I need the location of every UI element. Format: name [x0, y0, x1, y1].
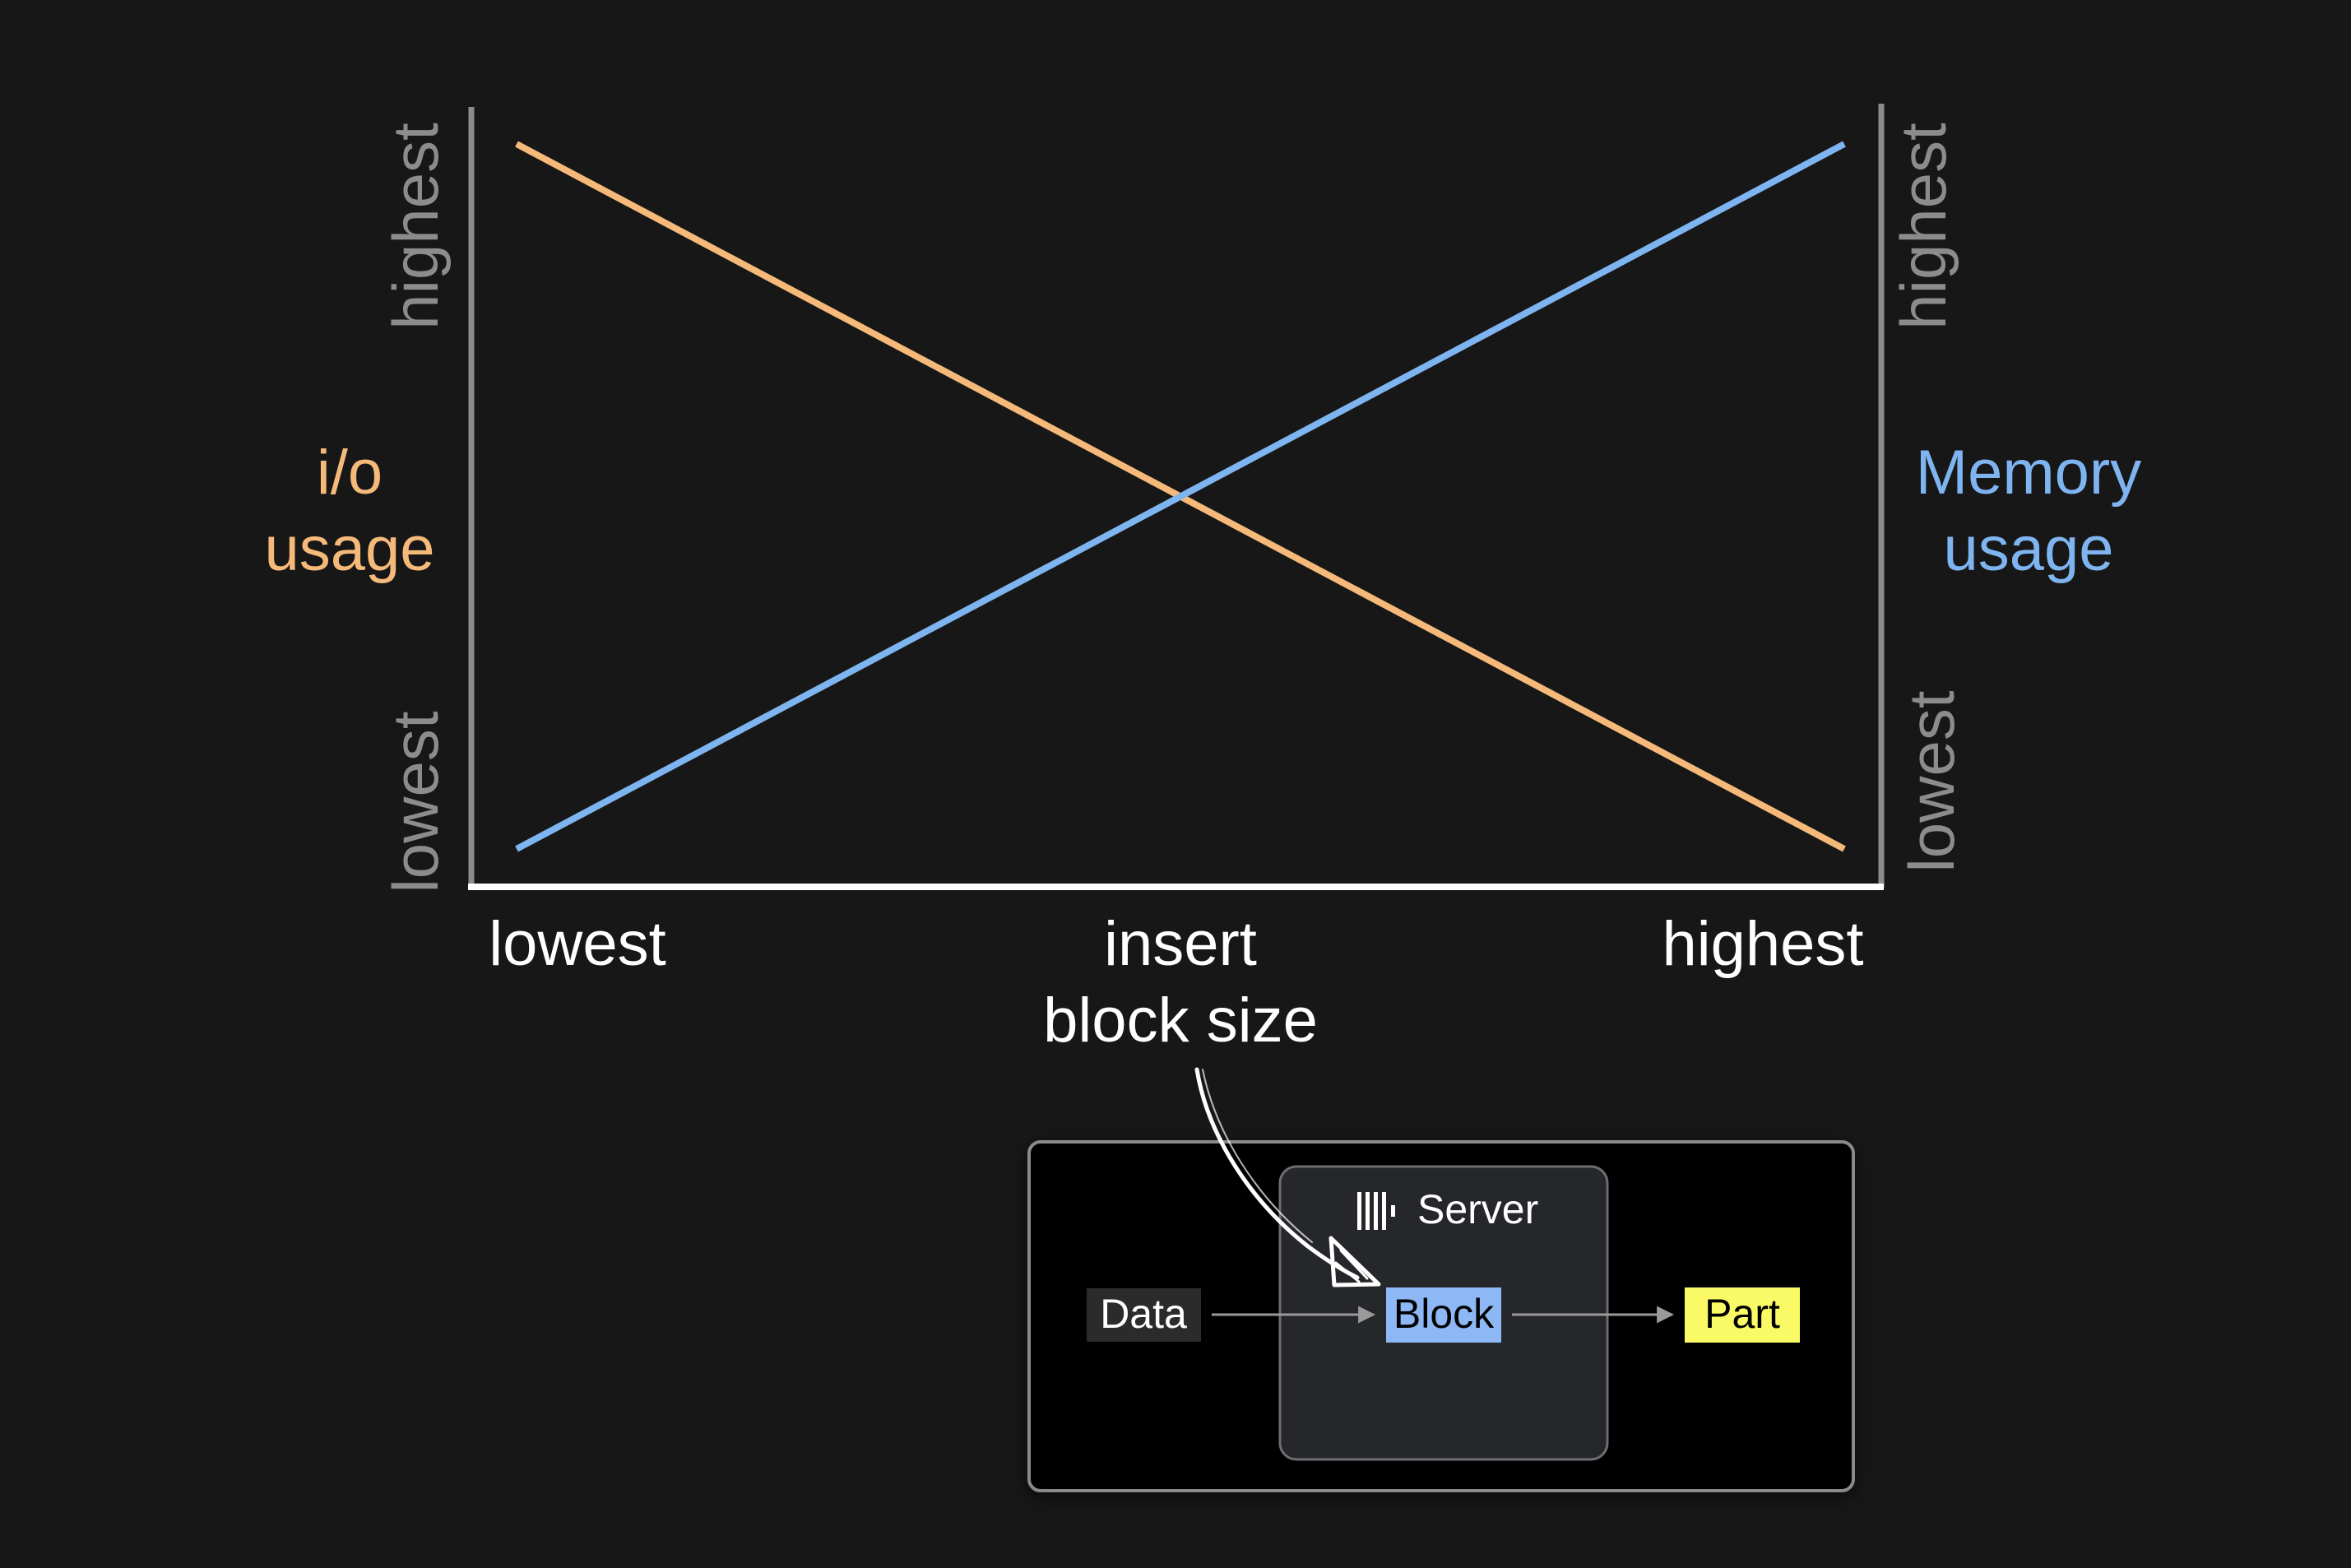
- io-usage-label-line2: usage: [264, 514, 434, 584]
- part-box: [1685, 1287, 1800, 1343]
- x-axis-title-line1: insert: [1104, 909, 1257, 979]
- x-axis-high-label: highest: [1662, 909, 1863, 979]
- server-label: Server: [1417, 1186, 1538, 1232]
- clickhouse-logo-icon: [1357, 1192, 1395, 1230]
- left-axis-high-label: highest: [379, 123, 452, 330]
- right-axis-high-label: highest: [1887, 123, 1959, 330]
- io-usage-label-line1: i/o: [317, 438, 383, 508]
- block-label: Block: [1393, 1291, 1495, 1337]
- x-axis-low-label: lowest: [489, 909, 665, 979]
- x-axis-title-line2: block size: [1043, 986, 1318, 1055]
- part-label: Part: [1704, 1291, 1780, 1337]
- memory-usage-label-line2: usage: [1943, 514, 2113, 584]
- series-layer: [515, 141, 1846, 852]
- right-axis-low-label: lowest: [1895, 690, 1968, 872]
- block-box: [1386, 1287, 1501, 1343]
- data-box: [1087, 1288, 1201, 1342]
- memory-usage-label-line1: Memory: [1916, 438, 2141, 508]
- pointer-arrow-icon: [1194, 1067, 1381, 1287]
- data-label: Data: [1100, 1291, 1187, 1337]
- left-axis-low-label: lowest: [379, 711, 452, 893]
- memory-usage-line: [515, 141, 1846, 852]
- insert-flow-diagram: Server Data Block Part: [1027, 1140, 1855, 1492]
